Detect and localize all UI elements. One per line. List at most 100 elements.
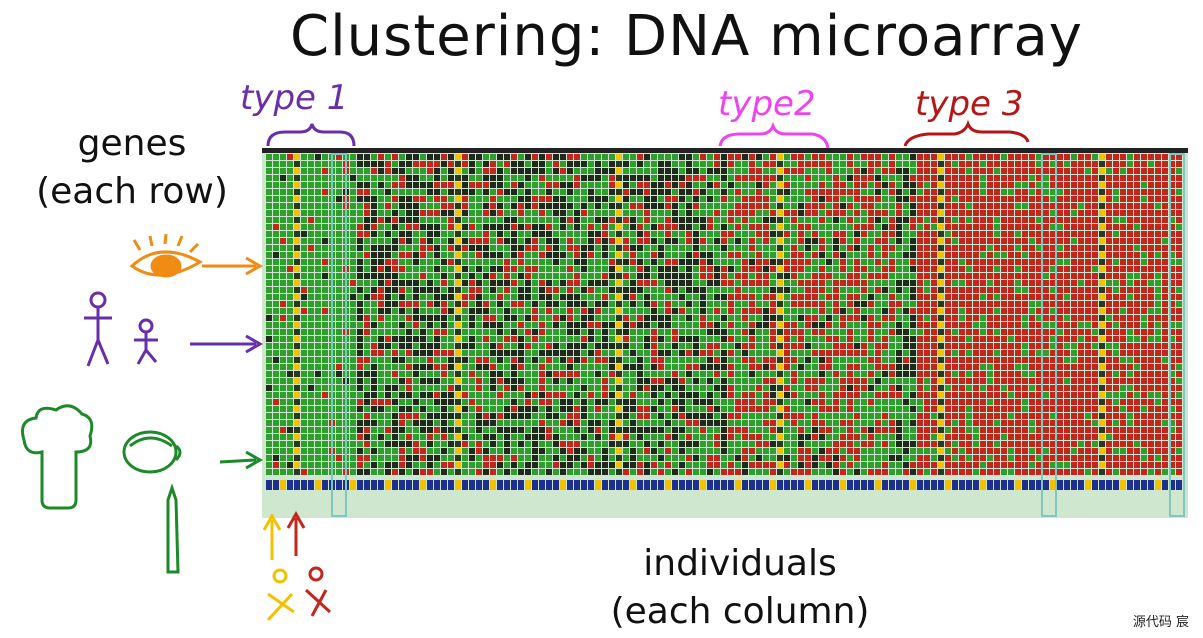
heatmap-cell <box>798 238 804 244</box>
heatmap-cell <box>420 364 426 370</box>
heatmap-cell <box>966 315 972 321</box>
heatmap-cell <box>350 217 356 223</box>
heatmap-cell <box>931 413 937 419</box>
heatmap-cell <box>952 217 958 223</box>
heatmap-cell <box>658 203 664 209</box>
heatmap-cell <box>539 217 545 223</box>
heatmap-cell <box>952 413 958 419</box>
heatmap-cell <box>952 434 958 440</box>
heatmap-cell <box>588 399 594 405</box>
heatmap-cell <box>1022 231 1028 237</box>
heatmap-cell <box>714 231 720 237</box>
heatmap-cell <box>287 315 293 321</box>
heatmap-cell <box>721 224 727 230</box>
heatmap-cell <box>959 168 965 174</box>
heatmap-cell <box>420 266 426 272</box>
heatmap-cell <box>427 371 433 377</box>
heatmap-cell <box>581 448 587 454</box>
heatmap-cell <box>413 182 419 188</box>
heatmap-cell <box>392 161 398 167</box>
heatmap-cell <box>490 441 496 447</box>
heatmap-cell <box>840 273 846 279</box>
heatmap-cell <box>742 217 748 223</box>
heatmap-cell <box>742 462 748 468</box>
heatmap-cell <box>798 259 804 265</box>
heatmap-cell <box>861 161 867 167</box>
heatmap-cell <box>994 196 1000 202</box>
heatmap-cell <box>910 364 916 370</box>
heatmap-cell <box>413 196 419 202</box>
heatmap-cell <box>707 350 713 356</box>
heatmap-cell <box>581 385 587 391</box>
heatmap-cell <box>273 182 279 188</box>
heatmap-cell <box>434 224 440 230</box>
heatmap-cell <box>490 301 496 307</box>
heatmap-cell <box>805 168 811 174</box>
heatmap-cell <box>567 259 573 265</box>
heatmap-cell <box>896 280 902 286</box>
heatmap-cell <box>812 378 818 384</box>
heatmap-cell <box>903 238 909 244</box>
heatmap-cell <box>987 357 993 363</box>
heatmap-cell <box>462 343 468 349</box>
heatmap-cell <box>994 364 1000 370</box>
heatmap-cell <box>434 210 440 216</box>
heatmap-cell <box>560 469 566 475</box>
heatmap-cell <box>826 434 832 440</box>
heatmap-cell <box>511 371 517 377</box>
heatmap-cell <box>749 364 755 370</box>
heatmap-cell <box>315 168 321 174</box>
heatmap-cell <box>1001 231 1007 237</box>
heatmap-cell <box>336 406 342 412</box>
heatmap-cell <box>875 406 881 412</box>
heatmap-cell <box>644 399 650 405</box>
heatmap-cell <box>714 168 720 174</box>
heatmap-cell <box>686 469 692 475</box>
heatmap-cell <box>539 315 545 321</box>
heatmap-cell <box>609 329 615 335</box>
heatmap-cell <box>308 434 314 440</box>
heatmap-cell <box>994 273 1000 279</box>
heatmap-cell <box>847 238 853 244</box>
heatmap-cell <box>1008 399 1014 405</box>
heatmap-cell <box>294 469 300 475</box>
heatmap-cell <box>945 357 951 363</box>
heatmap-cell <box>882 315 888 321</box>
heatmap-cell <box>686 280 692 286</box>
heatmap-cell <box>826 210 832 216</box>
heatmap-cell <box>980 273 986 279</box>
heatmap-cell <box>644 161 650 167</box>
heatmap-cell <box>1001 413 1007 419</box>
heatmap-cell <box>714 196 720 202</box>
heatmap-cell <box>1001 462 1007 468</box>
heatmap-cell <box>364 287 370 293</box>
heatmap-cell <box>567 294 573 300</box>
heatmap-cell <box>616 308 622 314</box>
heatmap-cell <box>378 301 384 307</box>
heatmap-cell <box>371 224 377 230</box>
heatmap-cell <box>336 273 342 279</box>
heatmap-cell <box>630 238 636 244</box>
heatmap-cell <box>889 427 895 433</box>
heatmap-cell <box>1008 301 1014 307</box>
heatmap-cell <box>294 210 300 216</box>
heatmap-cell <box>847 315 853 321</box>
heatmap-cell <box>959 294 965 300</box>
heatmap-cell <box>469 364 475 370</box>
heatmap-cell <box>672 469 678 475</box>
heatmap-cell <box>497 350 503 356</box>
heatmap-cell <box>707 308 713 314</box>
heatmap-cell <box>910 301 916 307</box>
heatmap-cell <box>266 294 272 300</box>
heatmap-cell <box>763 175 769 181</box>
heatmap-cell <box>882 294 888 300</box>
heatmap-cell <box>609 434 615 440</box>
heatmap-cell <box>658 196 664 202</box>
heatmap-cell <box>812 427 818 433</box>
heatmap-cell <box>406 441 412 447</box>
heatmap-cell <box>287 469 293 475</box>
heatmap-cell <box>994 231 1000 237</box>
heatmap-cell <box>777 343 783 349</box>
heatmap-cell <box>917 469 923 475</box>
heatmap-cell <box>763 224 769 230</box>
